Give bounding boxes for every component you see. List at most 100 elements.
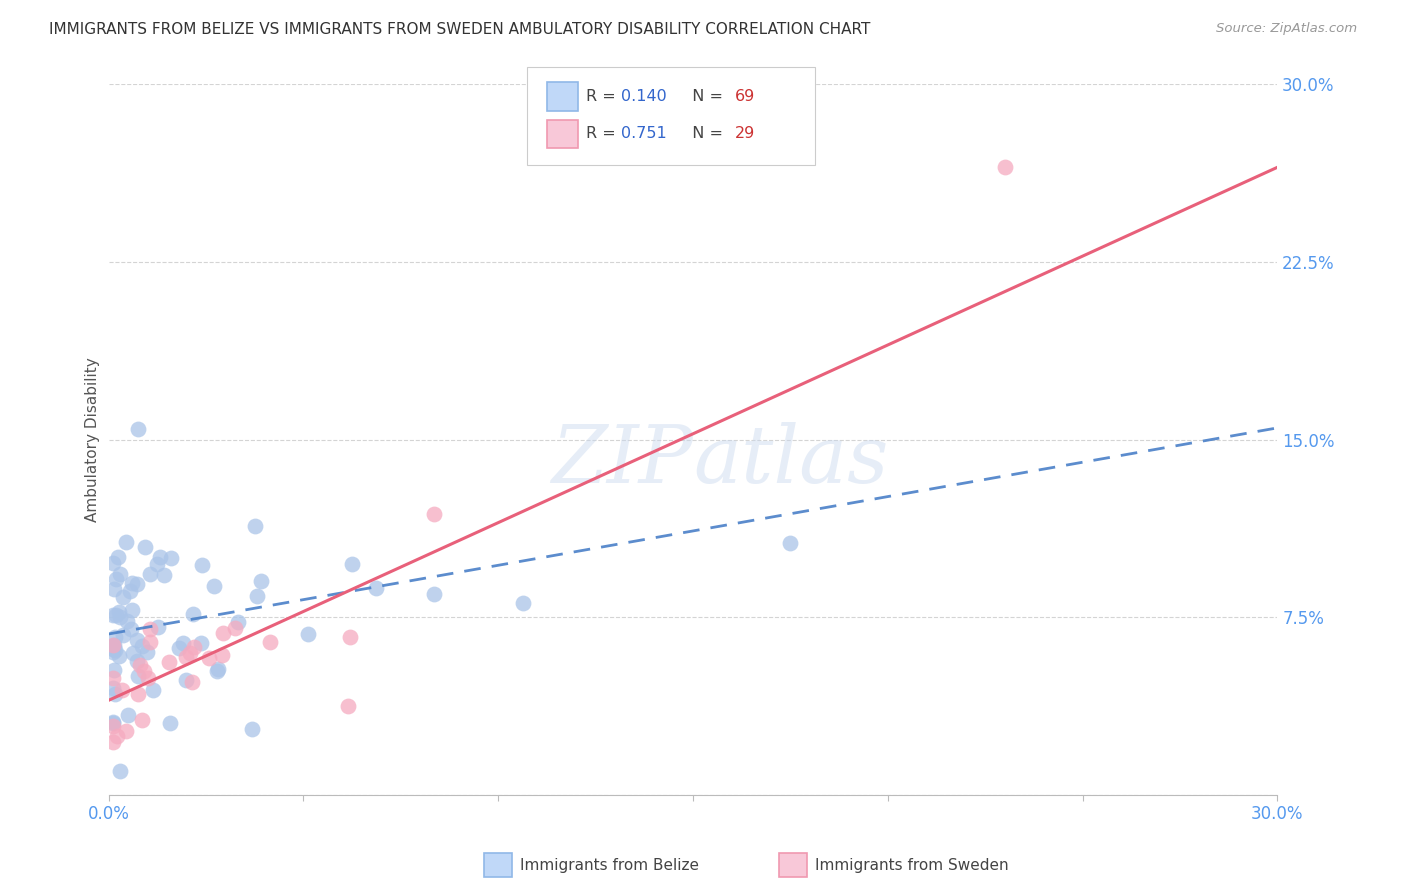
Point [138, 567, 160, 582]
Point [202, 579, 225, 593]
Point [512, 595, 534, 609]
Point [101, 641, 124, 656]
Point [179, 646, 201, 660]
Point [103, 681, 125, 695]
Point [139, 622, 162, 636]
Point [198, 651, 221, 665]
Point [105, 729, 128, 743]
Point [212, 626, 235, 640]
Point [125, 654, 148, 668]
Point [108, 605, 131, 619]
Y-axis label: Ambulatory Disability: Ambulatory Disability [86, 358, 100, 522]
Point [104, 631, 127, 645]
Point [101, 607, 124, 622]
Point [120, 622, 142, 636]
Point [422, 587, 444, 601]
Point [104, 687, 127, 701]
Point [337, 699, 360, 714]
Point [180, 675, 202, 690]
Point [127, 687, 149, 701]
Point [207, 665, 229, 679]
Point [101, 672, 124, 686]
Point [136, 672, 159, 686]
Point [157, 655, 180, 669]
Point [174, 673, 197, 687]
Point [121, 576, 143, 591]
Point [340, 558, 363, 572]
Point [127, 632, 149, 647]
Point [224, 621, 246, 635]
Point [246, 589, 269, 603]
Point [125, 577, 148, 591]
Point [160, 551, 183, 566]
Point [131, 714, 153, 728]
Point [111, 683, 134, 698]
Text: N =: N = [682, 89, 728, 103]
Point [108, 567, 131, 582]
Point [101, 718, 124, 732]
Point [117, 707, 139, 722]
Text: 29: 29 [735, 127, 755, 141]
Point [183, 640, 205, 654]
Point [118, 583, 141, 598]
Point [297, 627, 319, 641]
Text: 0.751: 0.751 [621, 127, 668, 141]
Point [240, 723, 263, 737]
Point [136, 645, 159, 659]
Point [159, 715, 181, 730]
Point [132, 664, 155, 678]
Point [103, 638, 125, 652]
Point [127, 422, 149, 436]
Point [111, 628, 134, 642]
Point [211, 648, 233, 662]
Point [101, 639, 124, 653]
Point [339, 630, 361, 644]
Point [103, 663, 125, 677]
Point [101, 714, 124, 729]
Point [245, 519, 267, 533]
Text: ZIP: ZIP [551, 422, 693, 500]
Point [101, 638, 124, 652]
Text: R =: R = [586, 89, 621, 103]
Text: 69: 69 [735, 89, 755, 103]
Point [101, 645, 124, 659]
Point [139, 635, 162, 649]
Point [104, 572, 127, 586]
Text: N =: N = [682, 127, 728, 141]
Text: Immigrants from Belize: Immigrants from Belize [520, 858, 699, 872]
Point [779, 536, 801, 550]
Point [131, 639, 153, 653]
Text: IMMIGRANTS FROM BELIZE VS IMMIGRANTS FROM SWEDEN AMBULATORY DISABILITY CORRELATI: IMMIGRANTS FROM BELIZE VS IMMIGRANTS FRO… [49, 22, 870, 37]
Point [101, 557, 124, 571]
Point [122, 646, 145, 660]
Point [423, 507, 446, 521]
Point [112, 590, 135, 604]
Point [172, 636, 194, 650]
Point [115, 724, 138, 739]
Point [169, 640, 191, 655]
Point [101, 715, 124, 730]
Point [128, 657, 150, 672]
Point [191, 558, 214, 573]
Point [142, 683, 165, 698]
Point [153, 568, 176, 582]
Point [105, 608, 128, 623]
Text: Source: ZipAtlas.com: Source: ZipAtlas.com [1216, 22, 1357, 36]
Point [108, 648, 131, 663]
Point [115, 535, 138, 549]
Text: Immigrants from Sweden: Immigrants from Sweden [815, 858, 1010, 872]
Point [103, 582, 125, 596]
Point [259, 634, 281, 648]
Point [364, 582, 387, 596]
Point [115, 614, 138, 628]
Point [108, 610, 131, 624]
Point [994, 161, 1017, 175]
Point [190, 636, 212, 650]
Text: atlas: atlas [693, 422, 889, 500]
Point [110, 764, 132, 779]
Point [134, 540, 156, 554]
Point [121, 602, 143, 616]
Point [101, 734, 124, 748]
Point [207, 662, 229, 676]
Point [250, 574, 273, 589]
